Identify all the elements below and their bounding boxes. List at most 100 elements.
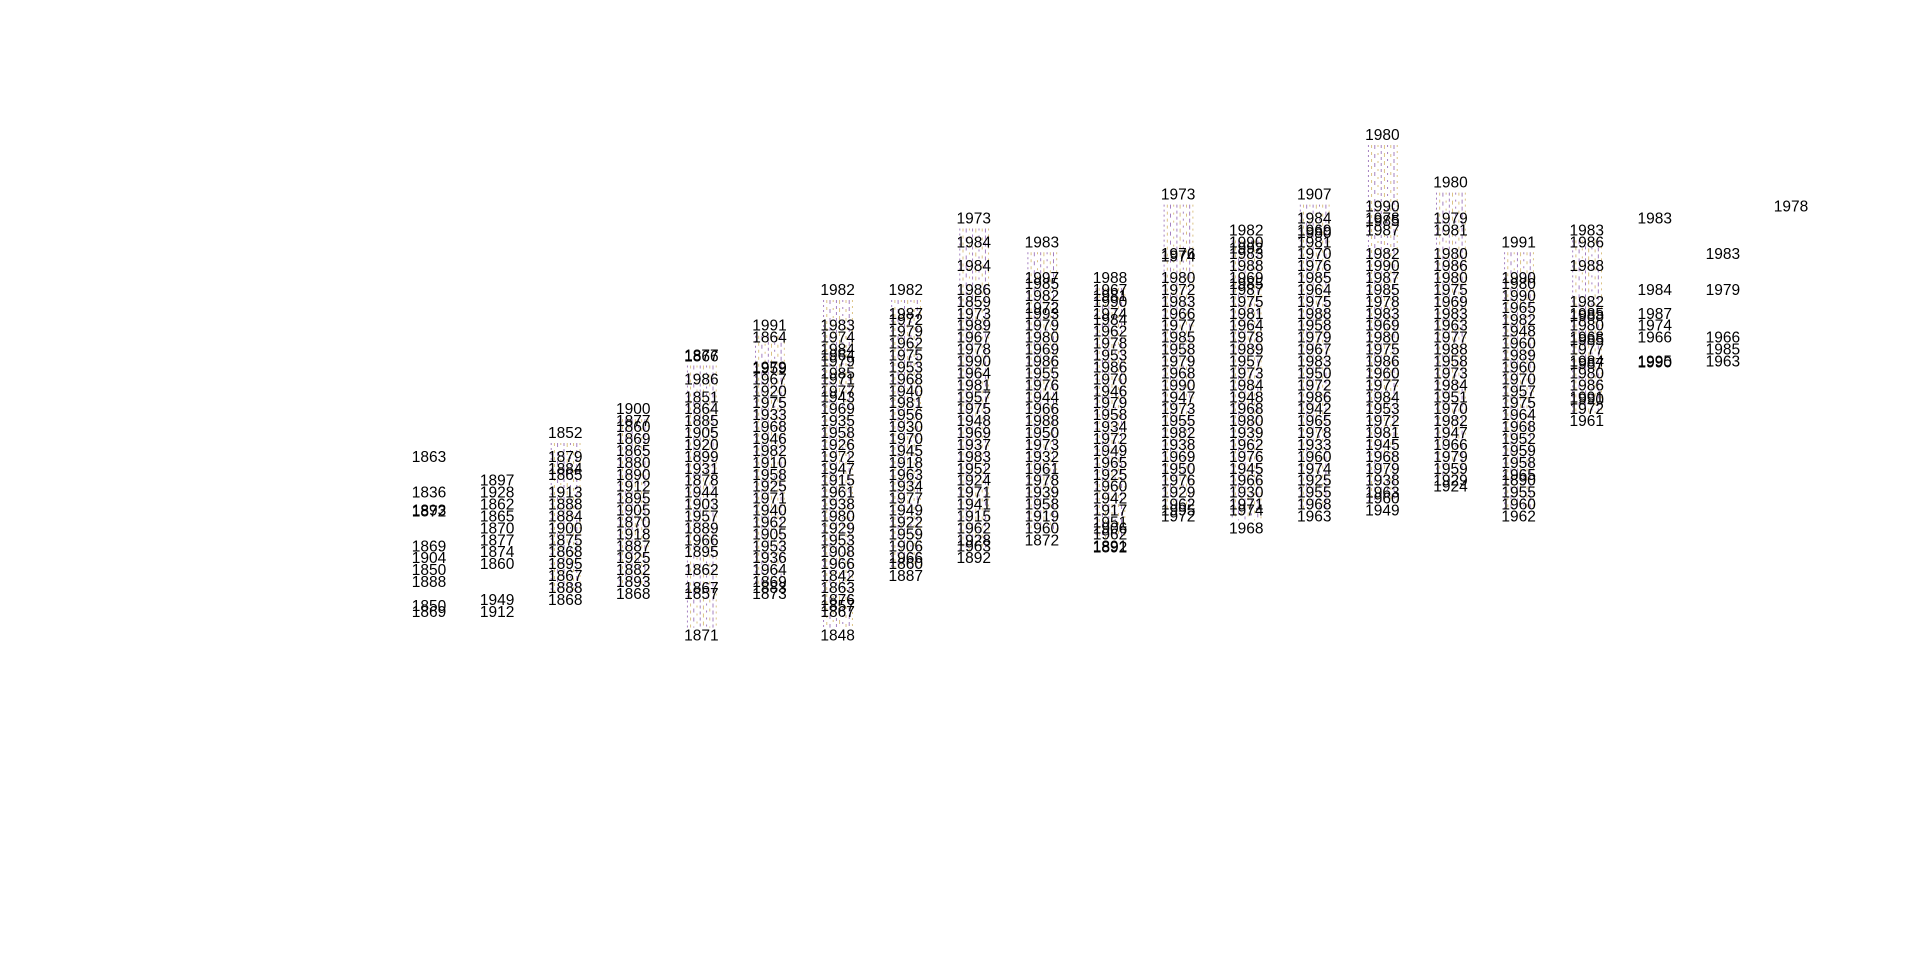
point-label: 1990 xyxy=(1161,377,1196,394)
plot-area xyxy=(550,145,1602,628)
point-label: 1906 xyxy=(888,538,922,555)
point-label: 1963 xyxy=(888,467,922,484)
point-label: 1949 xyxy=(480,592,514,609)
point-label: 1984 xyxy=(1569,354,1604,371)
point-label: 1918 xyxy=(616,526,650,543)
point-label: 1919 xyxy=(1025,508,1059,525)
point-label: 1981 xyxy=(1297,234,1331,251)
point-label: 1984 xyxy=(1229,377,1264,394)
point-label: 1984 xyxy=(1365,389,1400,406)
point-label: 1963 xyxy=(1297,508,1331,525)
point-label: 1926 xyxy=(820,437,854,454)
point-label: 1984 xyxy=(957,234,992,251)
point-label: 1942 xyxy=(1093,491,1127,508)
point-label: 1959 xyxy=(1433,461,1467,478)
point-label: 1865 xyxy=(548,467,582,484)
point-label: 1990 xyxy=(1501,288,1536,305)
point-label: 1950 xyxy=(1297,365,1332,382)
point-label: 1892 xyxy=(957,550,991,567)
point-label: 1877 xyxy=(684,348,718,365)
point-label: 1957 xyxy=(1501,383,1535,400)
point-label: 1979 xyxy=(1161,354,1195,371)
point-label: 1893 xyxy=(616,574,650,591)
point-label: 1983 xyxy=(1025,234,1059,251)
point-label: 1989 xyxy=(957,318,991,335)
point-label: 1868 xyxy=(616,586,650,603)
point-label: 1981 xyxy=(1365,425,1399,442)
point-label: 1966 xyxy=(684,532,718,549)
point-label: 1980 xyxy=(1025,330,1060,347)
point-label: 1924 xyxy=(957,473,992,490)
point-label: 1960 xyxy=(1093,479,1128,496)
point-label: 1964 xyxy=(1229,318,1264,335)
column-strokes xyxy=(823,299,853,628)
point-label: 1984 xyxy=(957,258,992,275)
point-label: 1940 xyxy=(752,503,787,520)
point-label: 1925 xyxy=(752,479,786,496)
point-label: 1962 xyxy=(1161,497,1195,514)
point-label: 1980 xyxy=(1433,246,1468,263)
column-strokes xyxy=(550,443,581,592)
point-label: 1892 xyxy=(1093,539,1127,556)
point-label: 1912 xyxy=(616,479,650,496)
point-label: 1857 xyxy=(820,598,854,615)
point-label: 1895 xyxy=(616,491,650,508)
point-label: 1980 xyxy=(1297,225,1332,242)
point-label: 1969 xyxy=(820,401,854,418)
point-labels: 1863183618931872186919041850188818501869… xyxy=(412,127,1808,645)
point-label: 1962 xyxy=(1093,526,1127,543)
point-label: 1868 xyxy=(548,544,582,561)
point-label: 1990 xyxy=(1229,234,1264,251)
point-label: 1990 xyxy=(1638,355,1673,372)
point-label: 1865 xyxy=(480,508,514,525)
point-label: 1991 xyxy=(1501,234,1535,251)
point-label: 1918 xyxy=(888,455,922,472)
point-label: 1959 xyxy=(888,526,922,543)
point-label: 1961 xyxy=(1025,461,1059,478)
column-strokes xyxy=(959,228,990,551)
point-label: 1960 xyxy=(1365,365,1400,382)
point-label: 1983 xyxy=(1638,210,1672,227)
point-label: 1969 xyxy=(1365,318,1399,335)
point-label: 1951 xyxy=(1093,514,1127,531)
point-label: 1989 xyxy=(1229,342,1263,359)
point-label: 1948 xyxy=(957,413,991,430)
point-label: 1862 xyxy=(480,497,514,514)
point-label: 1968 xyxy=(1365,449,1399,466)
point-label: 1976 xyxy=(1229,449,1263,466)
point-label: 1969 xyxy=(957,425,991,442)
point-label: 1869 xyxy=(412,604,446,621)
point-label: 1888 xyxy=(548,497,582,514)
point-label: 1985 xyxy=(1365,213,1399,230)
point-label: 1964 xyxy=(957,365,992,382)
point-label: 1987 xyxy=(1569,356,1603,373)
point-label: 1985 xyxy=(1365,282,1399,299)
point-label: 1991 xyxy=(752,318,786,335)
point-label: 1934 xyxy=(1093,419,1128,436)
point-label: 1958 xyxy=(752,467,786,484)
point-label: 1960 xyxy=(1297,449,1332,466)
point-label: 1983 xyxy=(957,449,991,466)
point-label: 1963 xyxy=(1433,318,1467,335)
point-label: 1968 xyxy=(888,371,922,388)
point-label: 1970 xyxy=(1093,371,1128,388)
point-label: 1925 xyxy=(1093,467,1127,484)
point-label: 1972 xyxy=(1093,431,1127,448)
point-label: 1890 xyxy=(1501,473,1536,490)
point-label: 1968 xyxy=(1161,365,1195,382)
point-label: 1995 xyxy=(1638,354,1672,371)
point-label: 1990 xyxy=(1365,258,1400,275)
point-label: 1968 xyxy=(1569,330,1603,347)
point-label: 1913 xyxy=(548,485,582,502)
point-label: 1960 xyxy=(1365,491,1400,508)
point-label: 1979 xyxy=(752,359,786,376)
point-label: 1958 xyxy=(1025,497,1059,514)
point-label: 1971 xyxy=(752,491,786,508)
point-label: 1948 xyxy=(1501,324,1535,341)
point-label: 1980 xyxy=(1229,413,1264,430)
point-label: 1983 xyxy=(1706,246,1740,263)
point-label: 1966 xyxy=(1229,473,1263,490)
point-label: 1850 xyxy=(412,562,447,579)
point-label: 1978 xyxy=(1297,425,1331,442)
point-label: 1983 xyxy=(1433,306,1467,323)
